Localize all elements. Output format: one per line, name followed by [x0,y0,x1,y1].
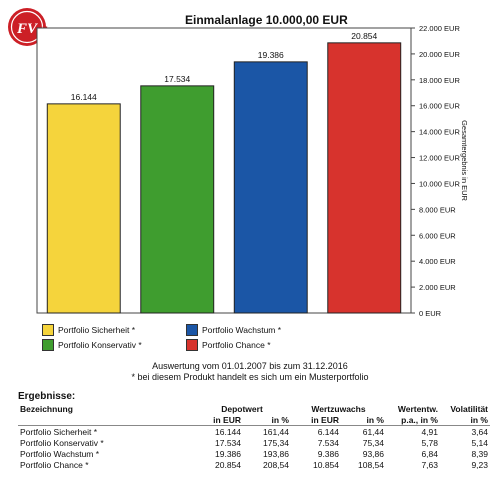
legend-swatch [42,339,54,351]
bar-2 [140,85,215,314]
cell-depotwert-pct: 193,86 [263,448,289,459]
bar-chart: 16.144 17.534 19.386 20.854 0 EUR 2.000 EUR 4.… [36,24,469,318]
cell-depotwert-pct: 161,44 [263,426,289,437]
bar-value-label: 20.854 [351,31,377,41]
bar-value-label: 19.386 [258,50,284,60]
cell-wertentw: 4,91 [421,426,438,437]
cell-depotwert-eur: 16.144 [215,426,241,437]
results-table: Bezeichnung Depotwert Wertzuwachs Werten… [18,404,490,470]
table-row: Portfolio Konservativ * 17.534 175,34 7.… [18,437,490,448]
table-subheader-row: in EUR in % in EUR in % p.a., in % in % [18,414,490,426]
legend-item-wachstum: Portfolio Wachstum * [186,324,281,336]
y-tick-label: 14.000 EUR [419,128,460,137]
cell-wertentw: 7,63 [421,459,438,470]
legend-item-konservativ: Portfolio Konservativ * [42,339,142,351]
cell-wertzuwachs-eur: 6.144 [317,426,339,437]
y-tick-label: 12.000 EUR [419,154,460,163]
chart-title: Einmalanlage 10.000,00 EUR [185,13,348,27]
model-portfolio-note: * bei diesem Produkt handelt es sich um … [131,372,369,382]
col-subheader: in EUR [193,414,243,426]
y-tick-label: 8.000 EUR [419,205,456,214]
legend-label: Portfolio Konservativ * [58,340,142,350]
cell-wertzuwachs-eur: 9.386 [317,448,339,459]
y-tick-label: 16.000 EUR [419,102,460,111]
bar-4 [327,42,402,314]
cell-depotwert-eur: 19.386 [215,448,241,459]
cell-wertzuwachs-pct: 93,86 [362,448,384,459]
results-title: Ergebnisse: [18,391,76,402]
legend-swatch [186,339,198,351]
col-header-volatilitaet: Volatilität [450,404,488,414]
col-subheader: in % [440,414,490,426]
logo-fv-text: FV [16,21,39,37]
col-header-wertzuwachs: Wertzuwachs [311,404,366,414]
legend-label: Portfolio Wachstum * [202,325,282,335]
row-name: Portfolio Sicherheit * [20,426,98,437]
table-header-row: Bezeichnung Depotwert Wertzuwachs Werten… [18,404,490,414]
cell-wertentw: 5,78 [421,437,438,448]
bar-value-label: 17.534 [164,74,190,84]
col-subheader: in % [341,414,386,426]
table-row: Portfolio Wachstum * 19.386 193,86 9.386… [18,448,490,459]
col-header-depotwert: Depotwert [221,404,263,414]
legend-label: Portfolio Chance * [202,340,271,350]
row-name: Portfolio Chance * [20,459,89,470]
bar-1 [46,103,121,314]
y-tick-label: 0 EUR [419,309,442,318]
y-tick-label: 18.000 EUR [419,76,460,85]
row-name: Portfolio Wachstum * [20,448,100,459]
y-tick-label: 22.000 EUR [419,24,460,33]
cell-depotwert-eur: 20.854 [215,459,241,470]
legend-swatch [186,324,198,336]
cell-wertzuwachs-pct: 61,44 [362,426,384,437]
cell-volatilitaet: 9,23 [471,459,488,470]
bar-value-label: 16.144 [71,92,97,102]
col-subheader: in EUR [291,414,341,426]
legend-label: Portfolio Sicherheit * [58,325,136,335]
cell-depotwert-pct: 208,54 [263,459,289,470]
table-row: Portfolio Chance * 20.854 208,54 10.854 … [18,459,490,470]
y-tick-label: 4.000 EUR [419,257,456,266]
y-tick-label: 20.000 EUR [419,50,460,59]
y-axis-label: Gesamtergebnis in EUR [460,120,469,201]
cell-wertzuwachs-eur: 7.534 [317,437,339,448]
evaluation-period: Auswertung vom 01.01.2007 bis zum 31.12.… [152,361,348,371]
cell-wertentw: 6,84 [421,448,438,459]
cell-volatilitaet: 5,14 [471,437,488,448]
y-tick-label: 6.000 EUR [419,231,456,240]
cell-wertzuwachs-pct: 75,34 [362,437,384,448]
cell-volatilitaet: 3,64 [471,426,488,437]
cell-volatilitaet: 8,39 [471,448,488,459]
cell-wertzuwachs-pct: 108,54 [358,459,384,470]
cell-depotwert-eur: 17.534 [215,437,241,448]
cell-depotwert-pct: 175,34 [263,437,289,448]
legend-swatch [42,324,54,336]
cell-wertzuwachs-eur: 10.854 [313,459,339,470]
table-row: Portfolio Sicherheit * 16.144 161,44 6.1… [18,426,490,438]
legend-item-chance: Portfolio Chance * [186,339,271,351]
col-header-name: Bezeichnung [20,404,73,414]
legend-item-sicherheit: Portfolio Sicherheit * [42,324,135,336]
y-tick-label: 10.000 EUR [419,179,460,188]
bar-3 [233,61,308,314]
col-subheader: p.a., in % [386,414,440,426]
row-name: Portfolio Konservativ * [20,437,104,448]
col-header-wertentw: Wertentw. [397,404,438,414]
y-tick-label: 2.000 EUR [419,283,456,292]
col-subheader: in % [243,414,291,426]
